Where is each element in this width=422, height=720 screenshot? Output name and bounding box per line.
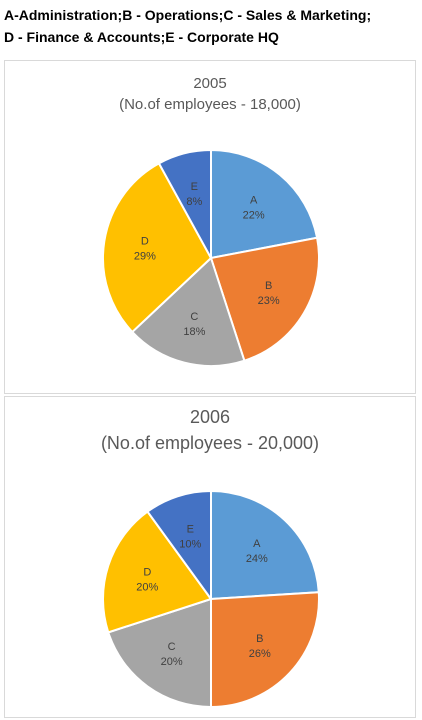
slice-value-label: 29% [134, 251, 156, 263]
slice-value-label: 24% [246, 553, 268, 565]
slice-category-label: D [141, 236, 149, 248]
pie-plot-area: A 24% B 26% C 20% D 20% E 10% [5, 397, 415, 717]
slice-value-label: 10% [179, 538, 201, 550]
slice-value-label: 22% [243, 209, 265, 221]
slice-category-label: B [256, 633, 263, 645]
legend-line-2: D - Finance & Accounts;E - Corporate HQ [4, 26, 418, 48]
legend-line-1: A-Administration;B - Operations;C - Sale… [4, 4, 418, 26]
slice-category-label: B [265, 280, 272, 292]
slice-category-label: E [187, 523, 194, 535]
slice-category-label: A [253, 538, 261, 550]
slice-category-label: A [250, 194, 258, 206]
pie-chart-2006: 2006 (No.of employees - 20,000) A 24% B 26%… [4, 396, 416, 718]
slice-value-label: 20% [136, 581, 158, 593]
slice-category-label: C [168, 641, 176, 653]
slice-value-label: 23% [258, 295, 280, 307]
slice-value-label: 18% [183, 326, 205, 338]
slice-category-label: D [143, 566, 151, 578]
slice-category-label: C [190, 311, 198, 323]
pie-slice-a [211, 491, 319, 599]
pie-plot-area: A 22% B 23% C 18% D 29% E 8% [5, 61, 415, 393]
slice-value-label: 8% [186, 196, 202, 208]
slice-category-label: E [191, 181, 198, 193]
slice-value-label: 26% [249, 648, 271, 660]
slice-value-label: 20% [161, 656, 183, 668]
pie-chart-2005: 2005 (No.of employees - 18,000) A 22% B 23%… [4, 60, 416, 394]
category-legend: A-Administration;B - Operations;C - Sale… [4, 4, 418, 48]
